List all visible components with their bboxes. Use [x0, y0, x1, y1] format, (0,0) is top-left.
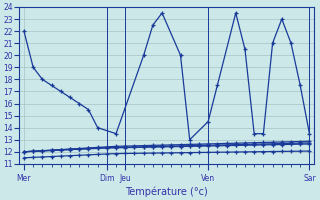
- X-axis label: Température (°c): Température (°c): [125, 186, 208, 197]
